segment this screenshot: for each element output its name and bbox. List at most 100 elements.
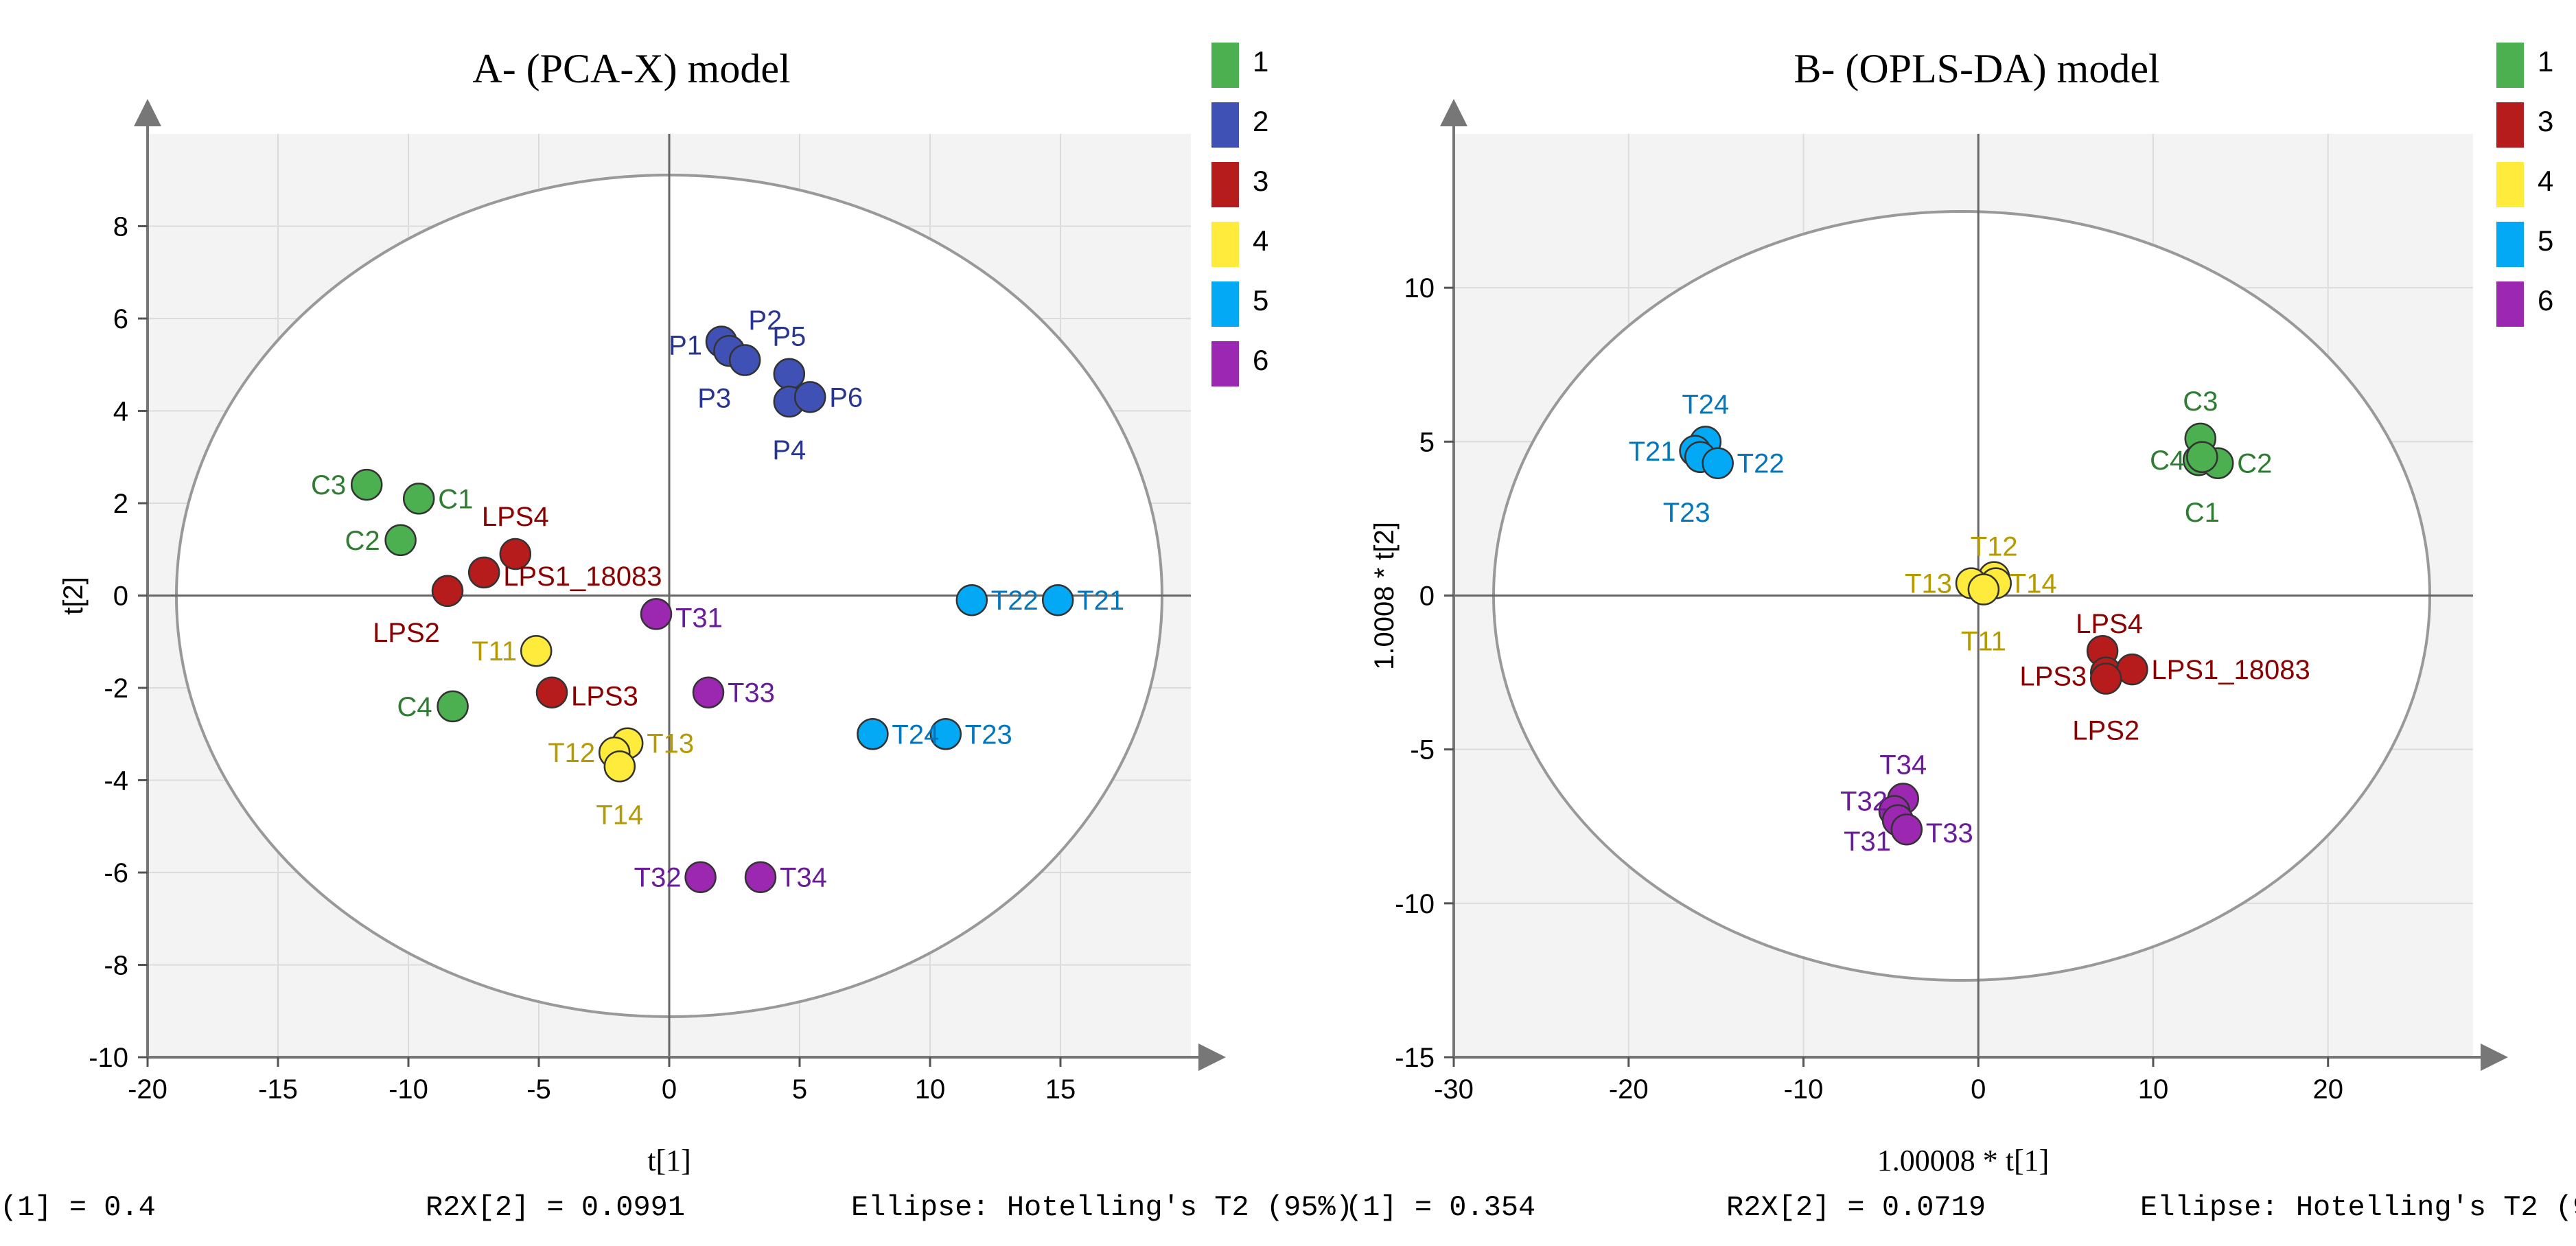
legend-swatch-1 [2496, 43, 2524, 88]
point-c3 [350, 468, 383, 501]
legend-label-6: 6 [2538, 284, 2553, 316]
point-t21 [1041, 584, 1074, 616]
x-tick-label-5: -5 [526, 1074, 551, 1105]
point-p6 [793, 381, 826, 413]
legend-label-3: 3 [1253, 165, 1268, 197]
point-label-t12: T12 [548, 738, 595, 768]
chart-a-footer-ellipse: Ellipse: Hotelling's T2 (95%) [851, 1191, 1353, 1224]
y-tick-label-5: 5 [1419, 427, 1435, 457]
point-label-lps1-18083: LPS1_18083 [2151, 655, 2310, 685]
chart-b-footer-r2x2: R2X[2] = 0.0719 [1726, 1191, 1986, 1224]
legend-swatch-3 [1211, 162, 1239, 207]
x-tick-label-10: 10 [2138, 1074, 2169, 1105]
y-tick-label-6: 6 [113, 304, 128, 334]
point-c4 [437, 690, 469, 723]
point-label-t31: T31 [675, 603, 723, 633]
point-p5 [773, 358, 806, 390]
y-tick-label-8: -8 [104, 951, 128, 981]
x-tick-label-20: -20 [128, 1074, 167, 1105]
x-tick-label-10: -10 [1784, 1074, 1824, 1105]
point-label-t23: T23 [965, 719, 1012, 750]
legend-swatch-2 [1211, 102, 1239, 148]
point-label-t21: T21 [1629, 437, 1676, 467]
legend-swatch-3 [2496, 102, 2524, 148]
point-lps2 [431, 575, 464, 608]
point-label-c1: C1 [438, 484, 473, 514]
legend-label-1: 1 [2538, 45, 2553, 78]
chart-a-y-axis-label: t[2] [58, 577, 89, 615]
y-tick-label-6: -6 [104, 858, 128, 888]
point-label-p2: P2 [748, 305, 782, 336]
point-label-t22: T22 [991, 586, 1038, 616]
point-lps1-18083 [467, 556, 500, 589]
point-c1 [2186, 441, 2218, 473]
point-label-t22: T22 [1737, 449, 1785, 479]
legend-label-1: 1 [1253, 45, 1268, 78]
legend-swatch-4 [2496, 162, 2524, 207]
point-lps2 [2089, 662, 2122, 695]
point-t33 [1890, 813, 1923, 846]
point-label-c4: C4 [2150, 446, 2185, 476]
point-label-t34: T34 [780, 863, 827, 893]
point-lps3 [535, 676, 568, 708]
x-tick-label-0: 0 [1971, 1074, 1986, 1105]
point-label-c4: C4 [397, 692, 432, 722]
x-tick-label-10: -10 [388, 1074, 428, 1105]
point-label-p1: P1 [669, 331, 702, 361]
point-label-lps3: LPS3 [571, 682, 638, 712]
point-t14 [603, 750, 636, 783]
point-label-c3: C3 [2183, 387, 2218, 417]
legend-label-3: 3 [2538, 105, 2553, 137]
point-label-p3: P3 [697, 384, 731, 414]
legend-swatch-5 [1211, 281, 1239, 327]
point-label-t14: T14 [2010, 569, 2057, 599]
point-t22 [955, 584, 988, 616]
legend-label-4: 4 [2538, 165, 2553, 197]
y-tick-label-4: 4 [113, 397, 128, 427]
legend-label-6: 6 [1253, 344, 1268, 376]
point-label-t32: T32 [634, 863, 682, 893]
point-lps4 [499, 538, 532, 570]
y-tick-label-2: 2 [113, 489, 128, 519]
point-t32 [684, 861, 717, 893]
point-label-lps2: LPS2 [2072, 716, 2139, 746]
point-label-t34: T34 [1879, 750, 1927, 780]
point-p3 [728, 344, 761, 376]
chart-a-footer-r2x2: R2X[2] = 0.0991 [426, 1191, 685, 1224]
chart-a-point-labels: C3 C1 C2 C4 P1 P2 P3 P5 P4 P6 LPS4 LPS1_18083 LPS2 LP… [311, 305, 1124, 893]
point-t33 [692, 676, 725, 708]
point-label-c2: C2 [2237, 449, 2272, 479]
point-label-lps4: LPS4 [2076, 609, 2143, 639]
point-label-t24: T24 [892, 719, 939, 750]
y-tick-label-10: 10 [1404, 273, 1435, 303]
point-label-c3: C3 [311, 470, 346, 500]
point-label-t33: T33 [728, 678, 775, 708]
legend-swatch-6 [1211, 341, 1239, 387]
point-t11 [520, 634, 553, 667]
point-label-t33: T33 [1926, 818, 1973, 849]
chart-a-title: A- (PCA-X) model [472, 46, 790, 91]
point-label-t14: T14 [596, 800, 643, 830]
point-c1 [402, 483, 435, 515]
x-tick-label-15: 15 [1045, 1074, 1076, 1105]
y-tick-label-0: 0 [113, 581, 128, 612]
legend-swatch-5 [2496, 222, 2524, 267]
x-tick-label-20: 20 [2312, 1074, 2343, 1105]
chart-b-title: B- (OPLS-DA) model [1794, 46, 2159, 91]
chart-a-footer-r2x1: (1] = 0.4 [0, 1191, 156, 1224]
point-label-t11: T11 [1961, 627, 2006, 657]
point-label-t21: T21 [1077, 586, 1124, 616]
chart-a-axes [134, 99, 1226, 1071]
point-label-t13: T13 [647, 729, 694, 759]
chart-a-x-axis-label: t[1] [647, 1144, 691, 1177]
legend-swatch-4 [1211, 222, 1239, 267]
x-tick-label-10: 10 [915, 1074, 946, 1105]
point-label-t31: T31 [1844, 827, 1891, 857]
point-label-c1: C1 [2185, 498, 2220, 528]
legend-swatch-1 [1211, 43, 1239, 88]
point-t31 [640, 598, 673, 630]
chart-b-footer-ellipse: Ellipse: Hotelling's T2 (95%) [2140, 1191, 2576, 1224]
legend-label-5: 5 [1253, 284, 1268, 316]
